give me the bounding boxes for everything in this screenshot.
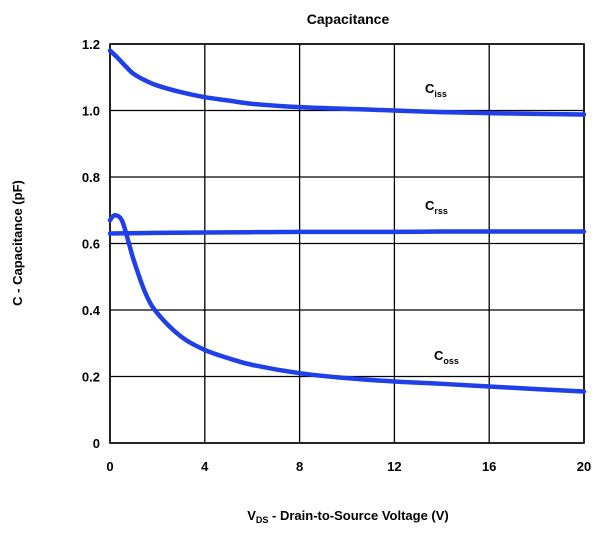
plot-frame <box>109 43 585 444</box>
series-line-crss <box>107 229 587 236</box>
y-tick-label: 0.4 <box>82 303 101 318</box>
series-label-sub: oss <box>443 356 459 366</box>
x-tick-label: 0 <box>106 459 113 474</box>
tick-layer: 0 4 8 12 16 20 0 0.2 0.4 0.6 0.8 1.0 1.2 <box>82 37 591 474</box>
series-label-main: C <box>434 348 444 363</box>
series-label-main: C <box>425 81 435 96</box>
x-tick-label: 16 <box>482 459 496 474</box>
x-tick-label: 4 <box>201 459 209 474</box>
series-label-coss: Coss <box>434 348 459 366</box>
series-layer <box>107 48 587 394</box>
y-tick-label: 0 <box>93 436 100 451</box>
x-axis-label: VDS - Drain-to-Source Voltage (V) <box>247 508 449 525</box>
y-tick-label: 0.2 <box>82 370 100 385</box>
grid-layer <box>109 43 585 444</box>
y-tick-label: 0.8 <box>82 170 100 185</box>
series-label-ciss: Ciss <box>425 81 447 99</box>
series-label-main: C <box>425 198 435 213</box>
y-tick-label: 1.0 <box>82 104 100 119</box>
x-axis-label-main: V <box>247 508 256 523</box>
x-axis-label-rest: - Drain-to-Source Voltage (V) <box>268 508 448 523</box>
x-tick-label: 20 <box>577 459 591 474</box>
x-tick-label: 12 <box>387 459 401 474</box>
y-tick-label: 1.2 <box>82 37 100 52</box>
series-line-coss <box>107 212 587 394</box>
x-tick-label: 8 <box>296 459 303 474</box>
y-tick-label: 0.6 <box>82 237 100 252</box>
chart-title: Capacitance <box>307 11 390 27</box>
x-axis-label-sub: DS <box>256 515 269 525</box>
series-line-ciss <box>107 48 587 117</box>
series-label-sub: rss <box>434 206 448 216</box>
series-label-sub: iss <box>434 89 447 99</box>
series-label-crss: Crss <box>425 198 448 216</box>
y-axis-label: C - Capacitance (pF) <box>10 180 25 306</box>
